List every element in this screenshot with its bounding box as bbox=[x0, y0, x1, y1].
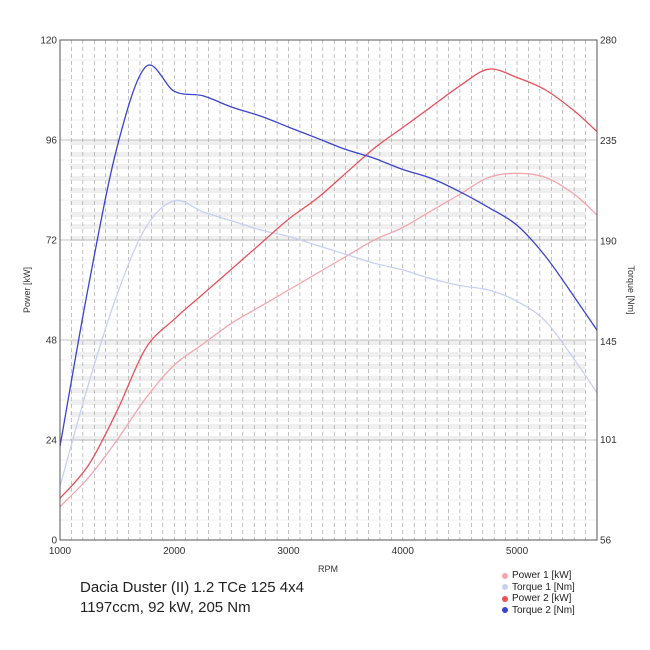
y-tick-label: 72 bbox=[46, 236, 58, 247]
legend-swatch bbox=[502, 607, 508, 614]
legend-entry: Torque 2 [Nm] bbox=[502, 605, 575, 617]
y-tick-label: 0 bbox=[51, 536, 57, 547]
y2-tick-label: 145 bbox=[600, 337, 617, 348]
watermark-band-0 bbox=[70, 164, 585, 169]
watermark-band-1 bbox=[70, 352, 585, 357]
series-lines bbox=[59, 64, 598, 508]
series-line-2 bbox=[59, 199, 598, 487]
watermark-band-1 bbox=[70, 376, 585, 381]
watermark-band-1 bbox=[70, 388, 585, 393]
watermark-band-1 bbox=[70, 400, 585, 405]
watermark-band-0 bbox=[70, 236, 585, 241]
y-axis-title: Power [kW] bbox=[22, 267, 32, 313]
y-tick-label: 48 bbox=[46, 336, 58, 347]
y-tick-labels: 0 24 48 72 96 120 bbox=[40, 36, 57, 547]
y-tick-label: 24 bbox=[46, 436, 58, 447]
watermark-band-0 bbox=[70, 200, 585, 205]
y2-tick-label: 56 bbox=[600, 536, 612, 547]
legend-swatch bbox=[502, 595, 508, 602]
vehicle-caption: Dacia Duster (II) 1.2 TCe 125 4x4 1197cc… bbox=[80, 578, 304, 618]
x-axis-title: RPM bbox=[318, 564, 338, 574]
legend-entry: Torque 1 [Nm] bbox=[502, 582, 575, 594]
watermark-band-1 bbox=[70, 424, 585, 429]
legend-label: Torque 1 [Nm] bbox=[512, 581, 575, 593]
x-tick-label: 5000 bbox=[506, 546, 529, 557]
chart-legend: Power 1 [kW] Torque 1 [Nm] Power 2 [kW] Tor… bbox=[502, 570, 575, 616]
caption-specs: 1197ccm, 92 kW, 205 Nm bbox=[80, 599, 251, 616]
watermark-pattern bbox=[70, 140, 585, 441]
y2-tick-label: 280 bbox=[600, 36, 617, 47]
series-line-3 bbox=[59, 68, 598, 499]
y2-tick-label: 190 bbox=[600, 236, 617, 247]
y2-tick-labels: 56 101 145 190 235 280 bbox=[600, 36, 617, 547]
legend-entry: Power 2 [kW] bbox=[502, 593, 575, 605]
legend-swatch bbox=[502, 572, 508, 579]
x-tick-label: 1000 bbox=[49, 546, 72, 557]
watermark-band-0 bbox=[70, 212, 585, 217]
legend-label: Power 1 [kW] bbox=[512, 570, 572, 581]
caption-model: Dacia Duster (II) 1.2 TCe 125 4x4 bbox=[80, 579, 304, 596]
watermark-band-1 bbox=[70, 364, 585, 369]
legend-swatch bbox=[502, 584, 508, 591]
x-tick-labels: 1000 2000 3000 4000 5000 bbox=[49, 546, 529, 557]
watermark-band-1 bbox=[70, 412, 585, 417]
grid-lines bbox=[60, 40, 597, 540]
y-tick-label: 96 bbox=[46, 136, 58, 147]
y2-tick-label: 235 bbox=[600, 136, 617, 147]
legend-entry: Power 1 [kW] bbox=[502, 570, 575, 582]
x-tick-label: 2000 bbox=[163, 546, 186, 557]
y2-axis-title: Torque [Nm] bbox=[626, 265, 636, 314]
legend-label: Torque 2 [Nm] bbox=[512, 604, 575, 616]
watermark-band-0 bbox=[70, 152, 585, 157]
y-tick-label: 120 bbox=[40, 36, 57, 47]
watermark-band-0 bbox=[70, 176, 585, 181]
watermark-band-0 bbox=[70, 188, 585, 193]
x-tick-label: 4000 bbox=[392, 546, 415, 557]
watermark-band-1 bbox=[70, 436, 585, 441]
series-line-4 bbox=[59, 64, 598, 447]
y2-tick-label: 101 bbox=[600, 435, 617, 446]
series-line-1 bbox=[59, 172, 598, 508]
x-tick-label: 3000 bbox=[277, 546, 300, 557]
legend-label: Power 2 [kW] bbox=[512, 593, 572, 604]
watermark-band-1 bbox=[70, 340, 585, 345]
watermark-band-0 bbox=[70, 224, 585, 229]
plot-frame bbox=[59, 39, 598, 541]
